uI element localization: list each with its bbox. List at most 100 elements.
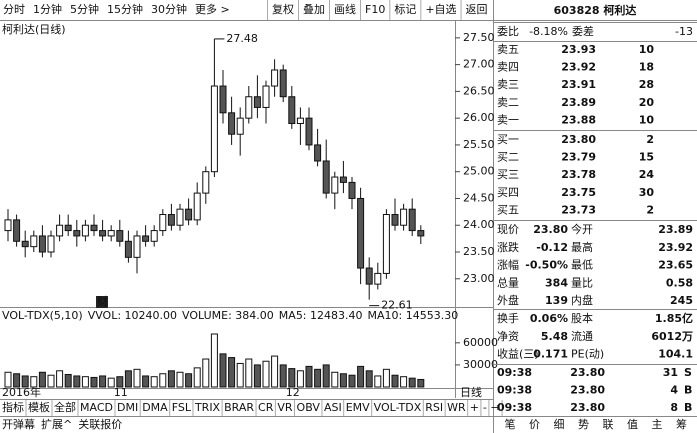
y-tick-label: 26.00	[463, 111, 495, 124]
period-tab[interactable]: 分时	[3, 3, 25, 16]
book-price: 23.78	[561, 168, 596, 181]
book-price: 23.92	[561, 61, 596, 74]
candle-body	[159, 214, 167, 232]
book-volume: 10	[639, 113, 655, 126]
marker: 财	[97, 294, 108, 308]
book-volume: 24	[639, 168, 655, 181]
period-tab[interactable]: 1分钟	[33, 2, 62, 16]
indicator-tab[interactable]: OBV	[297, 401, 321, 414]
value: 5.48	[541, 330, 568, 343]
toolbar-button[interactable]: F10	[365, 3, 385, 16]
indicator-tab[interactable]: BRAR	[224, 401, 254, 414]
toolbar-button[interactable]: 复权	[272, 2, 294, 16]
book-price: 23.89	[561, 96, 596, 109]
toolbar-button[interactable]: 画线	[334, 2, 356, 16]
label: 今开	[571, 222, 593, 236]
book-label: 卖一	[497, 113, 519, 126]
book-volume: 28	[639, 78, 654, 91]
indicator-tab[interactable]: ASI	[324, 401, 342, 414]
toolbar-button[interactable]: +自选	[425, 3, 456, 16]
period-tab[interactable]: 15分钟	[107, 2, 143, 16]
toolbar-button[interactable]: 叠加	[303, 3, 325, 16]
indicator-tab[interactable]: EMV	[346, 401, 370, 414]
indicator-tab[interactable]: DMA	[142, 401, 168, 414]
label: 涨幅	[497, 259, 519, 272]
candle-body	[124, 240, 132, 258]
tick-side: S	[684, 366, 692, 379]
indicator-tab[interactable]: 全部	[54, 400, 76, 414]
tick-volume: 31	[663, 366, 678, 379]
book-price: 23.88	[561, 113, 596, 126]
y-tick-label: 27.00	[463, 58, 495, 71]
book-price: 23.91	[561, 78, 596, 91]
quote-tab[interactable]: 值	[627, 418, 638, 431]
period-label: 日线	[460, 385, 482, 399]
indicator-tab[interactable]: 模板	[28, 400, 50, 414]
period-tab[interactable]: 30分钟	[151, 2, 187, 16]
quote-header: 603828 柯利达	[554, 3, 637, 17]
volume-bar	[4, 371, 12, 388]
indicator-tab[interactable]: →	[491, 401, 500, 414]
period-tab[interactable]: 5分钟	[70, 2, 99, 16]
book-price: 23.75	[561, 186, 596, 199]
volume-bar	[202, 358, 210, 388]
y-tick-label: 24.50	[463, 191, 495, 204]
quote-tab[interactable]: 笔	[505, 417, 516, 431]
candle-body	[21, 240, 29, 248]
footer-button[interactable]: 扩展^	[41, 417, 72, 431]
quote-tab[interactable]: 筹	[676, 417, 687, 431]
indicator-tab[interactable]: WR	[447, 401, 466, 414]
label: 委差	[572, 24, 594, 38]
volume-header: VVOL: 10240.00	[88, 309, 177, 322]
indicator-tab[interactable]: TRIX	[194, 401, 221, 414]
volume-bar	[314, 368, 322, 388]
indicator-tab[interactable]: FSL	[172, 401, 192, 414]
indicator-tab[interactable]: DMI	[117, 401, 138, 414]
quote-tab[interactable]: 细	[554, 418, 565, 431]
volume-bar	[339, 373, 347, 388]
x-tick-label: 12	[286, 386, 300, 399]
book-label: 买三	[497, 168, 519, 181]
volume-bar	[357, 365, 365, 388]
indicator-tab[interactable]: +	[470, 401, 479, 414]
quote-tab[interactable]: 主	[652, 418, 663, 431]
candle-body	[296, 117, 304, 125]
book-volume: 30	[639, 186, 655, 199]
value: 0.171	[533, 348, 568, 361]
label: 换手	[497, 311, 519, 325]
indicator-tab[interactable]: CR	[258, 401, 274, 414]
volume-bar	[73, 375, 81, 388]
book-label: 卖五	[497, 43, 519, 56]
volume-bar	[193, 367, 201, 388]
candle-body	[391, 214, 399, 226]
label: 净资	[497, 329, 519, 343]
footer-button[interactable]: 关联报价	[78, 417, 122, 431]
candle-body	[167, 214, 175, 226]
quote-tab[interactable]: 价	[529, 418, 540, 431]
volume-bar	[81, 376, 89, 388]
indicator-tab[interactable]: RSI	[425, 401, 443, 414]
quote-tab[interactable]: 势	[578, 418, 589, 431]
indicator-tab[interactable]: 指标	[2, 400, 24, 414]
book-label: 买一	[497, 133, 519, 146]
candle-body	[219, 85, 227, 114]
indicator-tab[interactable]: -	[483, 401, 487, 414]
footer-button[interactable]: 开弹幕	[2, 417, 35, 431]
indicator-tab[interactable]: VOL-TDX	[374, 401, 422, 414]
value: 384	[545, 276, 568, 289]
indicator-tab[interactable]: MACD	[80, 401, 113, 414]
candle-body	[339, 176, 347, 183]
label: PE(动)	[571, 348, 604, 361]
candle-body	[4, 219, 12, 232]
y-tick-label: 23.50	[463, 245, 495, 258]
toolbar-button[interactable]: 标记	[394, 2, 416, 16]
value: 6012万	[651, 330, 693, 343]
candle-body	[236, 117, 244, 135]
indicator-tab[interactable]: VR	[277, 401, 293, 414]
period-tab[interactable]: 更多 >	[195, 2, 230, 16]
quote-tab[interactable]: 联	[603, 418, 614, 431]
toolbar-button[interactable]: 返回	[466, 3, 488, 16]
tick-side: B	[684, 384, 692, 397]
candle-body	[47, 235, 55, 253]
